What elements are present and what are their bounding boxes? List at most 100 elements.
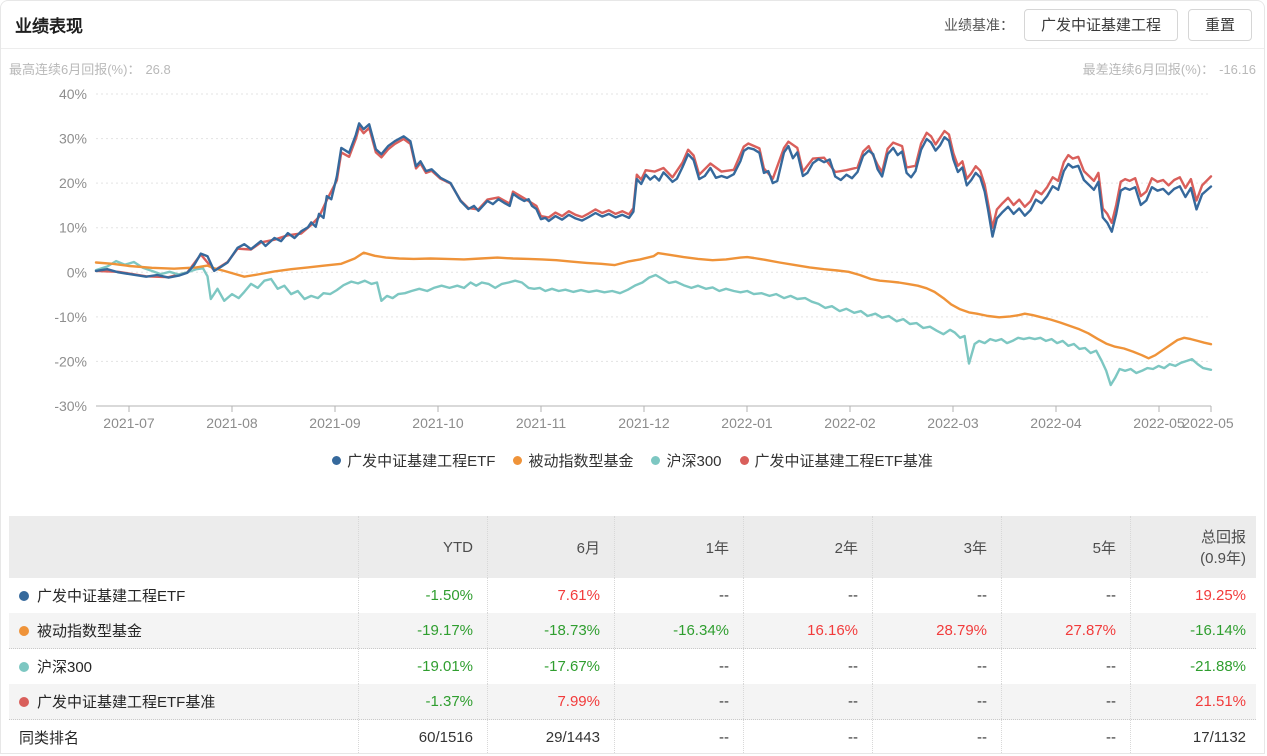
legend-label: 广发中证基建工程ETF基准 (754, 452, 933, 470)
row-name: 沪深300 (37, 659, 93, 676)
table-value-cell: -- (743, 720, 872, 753)
table-value-cell: -19.01% (358, 649, 487, 684)
worst-6m-return-label: 最差连续6月回报(%)： (1082, 62, 1215, 77)
table-value-cell: -- (614, 720, 743, 753)
table-value-cell: -21.88% (1130, 649, 1260, 684)
table-value-cell: -16.34% (614, 613, 743, 648)
legend-label: 被动指数型基金 (528, 452, 634, 470)
legend-dot-icon (651, 455, 661, 465)
series-dot-icon (19, 661, 29, 672)
y-axis-label: -10% (54, 309, 87, 325)
x-axis-label: 2022-05 (1133, 415, 1185, 431)
row-name: 广发中证基建工程ETF (37, 588, 186, 605)
table-row: 被动指数型基金 -19.17% -18.73% -16.34% 16.16% 28.79%… (9, 613, 1256, 649)
series-line-广发中证基建工程ETF (94, 122, 1213, 279)
table-value-cell: -- (743, 649, 872, 684)
legend-dot-icon (739, 455, 749, 465)
table-row: 广发中证基建工程ETF -1.50% 7.61% -- -- -- -- 19.25% (9, 578, 1256, 613)
table-value-cell: -1.50% (358, 578, 487, 613)
table-value-cell: -- (743, 684, 872, 719)
table-header-cell: 总回报 (0.9年) (1130, 516, 1260, 578)
table-value-cell: 28.79% (872, 613, 1001, 648)
page-title: 业绩表现 (15, 17, 83, 36)
table-value-cell: 7.61% (487, 578, 614, 613)
y-axis-label: 40% (59, 86, 87, 102)
legend-item[interactable]: 被动指数型基金 (513, 450, 633, 471)
performance-table: YTD 6月 1年 2年 3年 5年 总回报 (0.9年) 广发中证基建工程ETF -1.50%… (9, 516, 1256, 753)
x-axis-label: 2022-04 (1030, 415, 1082, 431)
y-axis-label: 10% (59, 220, 87, 236)
series-dot-icon (19, 696, 29, 707)
x-axis-label: 2021-07 (103, 415, 155, 431)
table-value-cell: -- (614, 649, 743, 684)
return-stats-row: 最高连续6月回报(%)： 26.8 最差连续6月回报(%)： -16.16 (1, 49, 1264, 77)
table-value-cell: -- (1001, 720, 1130, 753)
best-6m-return-label: 最高连续6月回报(%)： (9, 62, 141, 77)
best-6m-return-value: 26.8 (145, 62, 171, 77)
benchmark-label: 业绩基准： (943, 16, 1014, 33)
x-axis-label: 2021-09 (309, 415, 361, 431)
row-name: 被动指数型基金 (37, 623, 143, 640)
legend-dot-icon (513, 455, 523, 465)
table-value-cell: -- (872, 578, 1001, 613)
table-value-cell: 29/1443 (487, 720, 614, 753)
table-value-cell: -- (743, 578, 872, 613)
table-header-cell (9, 516, 358, 578)
y-axis-label: 0% (67, 264, 87, 280)
table-value-cell: 21.51% (1130, 684, 1260, 719)
y-axis-label: -30% (54, 398, 87, 414)
legend-label: 沪深300 (666, 452, 722, 470)
x-axis-label: 2022-05 (1182, 415, 1234, 431)
table-value-cell: 17/1132 (1130, 720, 1260, 753)
table-header-row: YTD 6月 1年 2年 3年 5年 总回报 (0.9年) (9, 516, 1256, 578)
table-value-cell: -- (872, 720, 1001, 753)
x-axis-label: 2022-03 (927, 415, 979, 431)
legend-dot-icon (332, 455, 342, 465)
series-line-被动指数型基金 (94, 251, 1213, 360)
best-6m-return: 最高连续6月回报(%)： 26.8 (9, 59, 171, 77)
table-value-cell: -- (614, 578, 743, 613)
legend-item[interactable]: 广发中证基建工程ETF (332, 450, 495, 471)
table-value-cell: -18.73% (487, 613, 614, 648)
table-value-cell: -1.37% (358, 684, 487, 719)
legend-item[interactable]: 广发中证基建工程ETF基准 (739, 450, 933, 471)
x-axis-label: 2022-02 (824, 415, 876, 431)
x-axis-label: 2021-08 (206, 415, 258, 431)
table-header-cell: 1年 (614, 516, 743, 578)
card-header: 业绩表现 业绩基准： 广发中证基建工程 重置 (1, 1, 1264, 49)
reset-button[interactable]: 重置 (1187, 8, 1252, 41)
series-dot-icon (19, 625, 29, 636)
table-value-cell: -- (1001, 578, 1130, 613)
table-header-cell: 2年 (743, 516, 872, 578)
table-value-cell: -- (872, 649, 1001, 684)
y-axis-label: -20% (54, 353, 87, 369)
worst-6m-return: 最差连续6月回报(%)： -16.16 (1083, 59, 1256, 77)
table-header-cell: YTD (358, 516, 487, 578)
benchmark-controls: 业绩基准： 广发中证基建工程 重置 (943, 8, 1252, 41)
table-header-cell: 3年 (872, 516, 1001, 578)
performance-chart: 40% 30% 20% 10% 0% -10% -20% -30% 2021-07 2021-08… (54, 86, 1234, 431)
table-value-cell: -19.17% (358, 613, 487, 648)
row-name-cell: 广发中证基建工程ETF (9, 578, 358, 613)
table-value-cell: 19.25% (1130, 578, 1260, 613)
row-name-cell: 被动指数型基金 (9, 613, 358, 648)
table-header-cell: 5年 (1001, 516, 1130, 578)
table-value-cell: -- (1001, 649, 1130, 684)
worst-6m-return-value: -16.16 (1219, 62, 1256, 77)
benchmark-button[interactable]: 广发中证基建工程 (1023, 8, 1178, 41)
x-axis-label: 2022-01 (721, 415, 773, 431)
y-axis-label: 20% (59, 175, 87, 191)
table-header-cell: 6月 (487, 516, 614, 578)
table-value-cell: -17.67% (487, 649, 614, 684)
table-value-cell: 27.87% (1001, 613, 1130, 648)
x-axis-label: 2021-11 (516, 415, 567, 431)
table-row: 同类排名 60/1516 29/1443 -- -- -- -- 17/1132 (9, 720, 1256, 753)
x-axis-label: 2021-12 (618, 415, 670, 431)
chart-legend: 广发中证基建工程ETF 被动指数型基金 沪深300 广发中证基建工程ETF基准 (1, 447, 1264, 473)
legend-item[interactable]: 沪深300 (651, 450, 722, 471)
legend-label: 广发中证基建工程ETF (347, 452, 496, 470)
table-value-cell: 16.16% (743, 613, 872, 648)
row-name: 同类排名 (19, 730, 80, 747)
series-line-沪深300 (94, 259, 1213, 387)
